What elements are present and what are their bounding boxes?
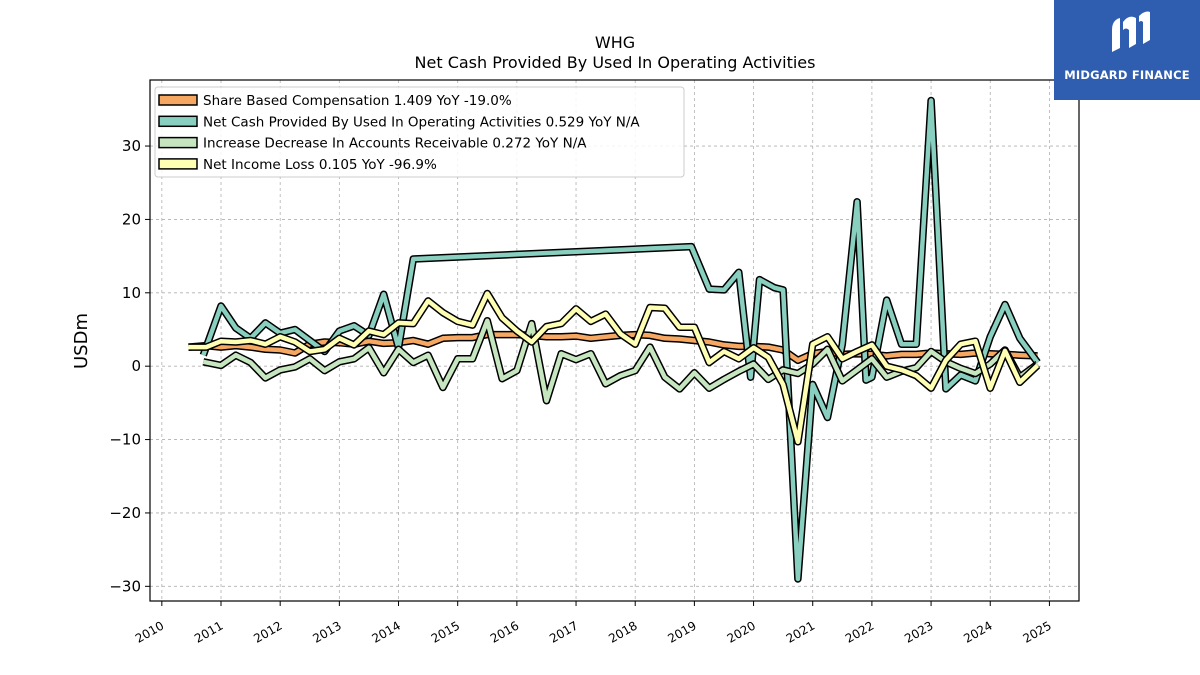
x-tick-label: 2021: [784, 618, 817, 645]
chart-title: WHG: [595, 33, 635, 52]
x-tick-label: 2025: [1020, 618, 1053, 645]
y-tick-label: 20: [122, 210, 141, 228]
legend-item: Net Cash Provided By Used In Operating A…: [158, 114, 640, 130]
logo: MIDGARD FINANCE: [1054, 0, 1200, 100]
x-tick-label: 2018: [606, 618, 639, 645]
x-axis: 2010 2011 2012 2013 2014 2015 2016 2017 2018 2019…: [133, 601, 1054, 646]
chart-subtitle: Net Cash Provided By Used In Operating A…: [415, 53, 816, 72]
x-tick-label: 2022: [843, 618, 876, 645]
legend-swatch: [158, 136, 198, 149]
y-tick-label: −10: [109, 431, 141, 449]
x-tick-label: 2013: [310, 618, 343, 645]
legend: Share Based Compensation 1.409 YoY -19.0…: [154, 86, 685, 178]
legend-label: Increase Decrease In Accounts Receivable…: [203, 136, 587, 152]
logo-text: MIDGARD FINANCE: [1064, 68, 1190, 82]
legend-item: Increase Decrease In Accounts Receivable…: [158, 136, 587, 152]
y-tick-label: −30: [109, 577, 141, 595]
series-3: [202, 316, 1040, 405]
legend-label: Share Based Compensation 1.409 YoY -19.0…: [203, 93, 512, 109]
logo-mark-icon: [1112, 11, 1150, 52]
series-2: [199, 96, 1041, 583]
legend-item: Share Based Compensation 1.409 YoY -19.0…: [158, 93, 512, 109]
series-layer: [188, 96, 1041, 583]
legend-swatch: [158, 158, 198, 170]
series-4: [188, 289, 1041, 446]
legend-swatch: [158, 115, 198, 128]
legend-label: Net Cash Provided By Used In Operating A…: [203, 114, 640, 130]
legend-label: Net Income Loss 0.105 YoY -96.9%: [203, 157, 437, 173]
x-tick-label: 2019: [665, 618, 698, 645]
y-tick-label: 0: [131, 357, 141, 375]
x-tick-label: 2016: [488, 618, 521, 645]
x-tick-label: 2023: [902, 618, 935, 645]
series-line: [188, 291, 1040, 445]
y-axis-label: USDm: [71, 313, 92, 369]
x-tick-label: 2017: [547, 618, 580, 645]
x-tick-label: 2011: [192, 618, 225, 645]
legend-item: Net Income Loss 0.105 YoY -96.9%: [158, 157, 437, 173]
x-tick-label: 2012: [251, 618, 284, 645]
x-tick-label: 2024: [961, 618, 994, 645]
y-tick-label: 10: [122, 284, 141, 302]
x-tick-label: 2014: [370, 618, 403, 645]
series-line: [201, 98, 1040, 582]
y-tick-label: 30: [122, 137, 141, 155]
y-axis: 30 20 10 0 −10 −20 −30: [109, 137, 150, 595]
legend-swatch: [158, 94, 198, 106]
series-line: [202, 318, 1039, 403]
y-tick-label: −20: [109, 504, 141, 522]
x-tick-label: 2015: [429, 618, 462, 645]
x-tick-label: 2020: [725, 618, 758, 645]
x-tick-label: 2010: [133, 618, 166, 645]
legend-box: [154, 86, 685, 178]
plot-frame: [149, 79, 1080, 602]
